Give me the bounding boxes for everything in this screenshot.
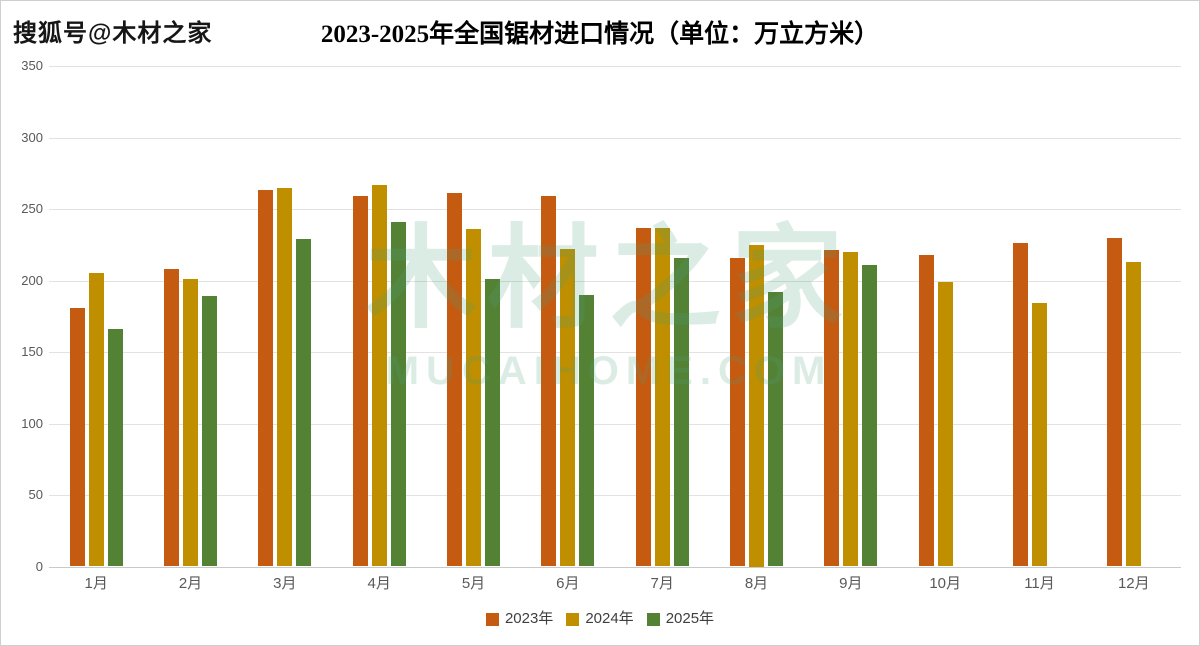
legend-label-2024年: 2024年 [585, 610, 634, 627]
bar-2024年-11月 [1032, 303, 1047, 567]
legend-label-2023年: 2023年 [504, 610, 554, 627]
bar-2024年-3月 [277, 187, 293, 567]
bar-2023年-12月 [1107, 237, 1123, 567]
x-axis-tick-label: 11月 [1024, 574, 1055, 592]
legend-label-2025年: 2025年 [665, 610, 715, 627]
bar-2024年-10月 [937, 281, 953, 567]
x-axis-tick-label: 2月 [178, 574, 203, 592]
bar-2024年-8月 [749, 244, 764, 567]
gridline-100 [49, 423, 1181, 425]
legend-swatch-2023年 [485, 612, 499, 626]
bar-2024年-12月 [1126, 261, 1142, 567]
bar-2025年-7月 [673, 257, 689, 567]
bar-2024年-5月 [466, 229, 481, 567]
y-axis-tick-label: 150 [21, 344, 43, 359]
bar-2024年-2月 [183, 279, 198, 567]
bar-2023年-6月 [541, 196, 557, 567]
bar-2023年-5月 [447, 193, 462, 567]
gridline-200 [49, 280, 1181, 282]
bar-2023年-9月 [824, 250, 840, 567]
bar-2023年-3月 [258, 190, 274, 567]
gridline-250 [49, 209, 1181, 210]
x-axis-tick-label: 9月 [839, 574, 863, 592]
sohu-account-watermark: 搜狐号@木材之家 [13, 20, 213, 47]
x-axis-tick-label: 5月 [461, 574, 486, 592]
bar-2025年-8月 [768, 291, 783, 567]
x-axis-tick-label: 1月 [84, 574, 108, 592]
y-axis-tick-label: 300 [21, 129, 43, 145]
x-axis-tick-label: 10月 [929, 574, 961, 592]
bar-2025年-6月 [579, 294, 595, 567]
x-axis-tick-label: 4月 [367, 574, 391, 592]
gridline-350 [49, 66, 1181, 67]
bar-2023年-10月 [918, 254, 934, 567]
bar-2025年-1月 [107, 329, 123, 567]
legend: 2023年 2024年 2025年 [1, 610, 1199, 628]
y-axis-tick-label: 250 [21, 201, 43, 216]
y-axis-tick-label: 350 [21, 58, 43, 73]
y-axis-tick-label: 0 [35, 558, 43, 574]
y-axis-tick-label: 200 [21, 272, 43, 288]
bar-2025年-5月 [485, 279, 500, 567]
chart-title: 2023-2025年全国锯材进口情况（单位：万立方米） [320, 21, 880, 48]
x-axis-tick-label: 7月 [650, 574, 674, 592]
bar-2023年-2月 [164, 269, 179, 567]
bar-2023年-4月 [352, 196, 368, 567]
bar-2024年-6月 [560, 249, 576, 567]
bar-2024年-4月 [371, 184, 387, 567]
legend-swatch-2024年 [566, 612, 580, 626]
bar-2025年-3月 [296, 239, 312, 567]
bar-2023年-8月 [730, 257, 745, 567]
bar-2024年-9月 [843, 251, 859, 567]
y-axis-tick-label: 50 [28, 487, 43, 502]
legend-item-2025年: 2025年 [646, 610, 715, 628]
legend-item-2023年: 2023年 [485, 610, 554, 628]
gridline-0 [49, 566, 1181, 568]
y-axis-tick-label: 100 [21, 415, 43, 431]
x-axis-tick-label: 3月 [273, 574, 297, 592]
gridline-50 [49, 495, 1181, 496]
x-axis-tick-label: 12月 [1117, 574, 1150, 592]
bar-2024年-1月 [88, 273, 104, 567]
bar-2023年-7月 [635, 227, 651, 567]
gridline-150 [49, 352, 1181, 353]
bar-2025年-9月 [862, 264, 878, 567]
bar-2024年-7月 [654, 227, 670, 567]
bar-2023年-1月 [69, 307, 85, 567]
gridline-300 [49, 137, 1181, 139]
x-axis-tick-label: 8月 [744, 574, 769, 592]
bar-2025年-2月 [202, 296, 217, 567]
bar-2023年-11月 [1013, 243, 1028, 567]
legend-item-2024年: 2024年 [566, 610, 634, 628]
x-axis-tick-label: 6月 [556, 574, 580, 592]
legend-swatch-2025年 [646, 612, 660, 626]
bar-2025年-4月 [390, 221, 406, 567]
